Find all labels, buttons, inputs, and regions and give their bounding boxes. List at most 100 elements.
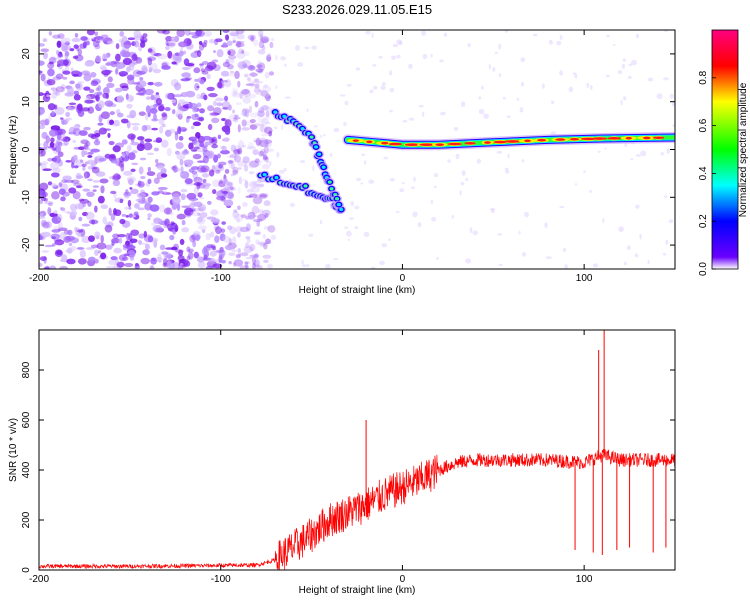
noise-blob [180, 188, 188, 193]
colorbar-tick-label: 0.2 [698, 214, 709, 228]
noise-blob [217, 81, 223, 89]
noise-blob [243, 51, 250, 57]
noise-blob [497, 233, 503, 236]
noise-blob [263, 139, 273, 144]
noise-blob [70, 179, 80, 184]
noise-blob [100, 185, 105, 194]
noise-blob [388, 238, 391, 242]
noise-blob [476, 158, 482, 164]
noise-blob [237, 186, 241, 194]
noise-blob [254, 83, 260, 89]
noise-blob [126, 103, 133, 109]
noise-blob [157, 186, 168, 191]
streak-core [327, 180, 332, 184]
noise-blob [439, 59, 444, 63]
noise-blob [249, 72, 258, 77]
noise-blob [112, 145, 121, 153]
noise-blob [127, 178, 134, 186]
noise-blob [461, 170, 466, 176]
noise-blob [60, 138, 68, 142]
noise-blob [240, 214, 247, 218]
noise-blob [211, 179, 221, 188]
noise-blob [354, 226, 359, 230]
noise-blob [227, 50, 231, 56]
streak-core [309, 135, 314, 139]
noise-blob [360, 182, 364, 185]
noise-blob [157, 190, 164, 194]
noise-blob [199, 196, 205, 200]
noise-blob [361, 153, 366, 156]
noise-blob [246, 188, 254, 193]
noise-blob [135, 262, 139, 267]
noise-blob [45, 265, 50, 269]
noise-blob [344, 100, 349, 106]
x-tick-label: 100 [576, 574, 593, 585]
noise-blob [55, 73, 64, 80]
noise-blob [396, 39, 402, 45]
noise-blob [436, 256, 439, 261]
noise-blob [147, 196, 153, 203]
noise-blob [146, 96, 151, 100]
noise-blob [264, 201, 270, 205]
noise-blob [80, 36, 88, 41]
noise-blob [114, 157, 123, 167]
noise-blob [74, 32, 79, 38]
noise-blob [188, 251, 194, 260]
noise-blob [59, 232, 67, 240]
noise-blob [257, 213, 267, 221]
noise-blob [478, 96, 482, 100]
noise-blob [72, 191, 81, 200]
noise-blob [369, 89, 374, 94]
noise-blob [181, 205, 191, 209]
noise-blob [212, 263, 223, 269]
noise-blob [469, 227, 473, 234]
noise-blob [100, 66, 107, 71]
noise-blob [440, 111, 446, 116]
noise-blob [559, 70, 564, 76]
y-tick-label: 20 [21, 48, 32, 60]
noise-blob [121, 139, 128, 145]
noise-blob [48, 31, 52, 36]
noise-blob [161, 139, 169, 148]
noise-blob [294, 45, 301, 51]
noise-blob [39, 182, 49, 191]
noise-blob [151, 127, 158, 131]
noise-blob [280, 56, 287, 61]
noise-blob [588, 190, 593, 193]
band-hotspot [652, 136, 665, 140]
noise-blob [235, 42, 245, 48]
noise-blob [203, 30, 212, 37]
noise-blob [348, 217, 355, 220]
noise-blob [104, 153, 111, 159]
noise-blob [107, 40, 114, 45]
colorbar: 0.0 0.2 0.4 0.6 0.8 Normalized spectral ampl… [698, 29, 749, 276]
noise-blob [306, 108, 309, 113]
noise-blob [255, 68, 264, 73]
noise-blob [234, 70, 240, 80]
noise-blob [522, 251, 527, 257]
noise-blob [259, 194, 268, 199]
noise-blob [196, 93, 202, 100]
noise-blob [275, 85, 278, 90]
noise-blob [339, 94, 346, 97]
noise-blob [261, 45, 266, 51]
noise-blob [174, 55, 183, 64]
noise-blob [256, 64, 263, 69]
noise-blob [48, 61, 54, 65]
noise-blob [159, 125, 164, 134]
noise-blob [247, 34, 256, 41]
noise-blob [192, 146, 200, 150]
noise-blob [177, 41, 188, 48]
spectrogram-xlabel: Height of straight line (km) [299, 285, 416, 296]
noise-blob [161, 113, 168, 121]
noise-blob [133, 35, 143, 41]
noise-blob [115, 174, 122, 180]
noise-blob [176, 202, 181, 212]
noise-blob [109, 111, 115, 116]
noise-blob [373, 85, 378, 90]
noise-blob [174, 132, 179, 141]
noise-blob [227, 58, 235, 64]
noise-blob [647, 259, 650, 265]
noise-blob [174, 224, 179, 233]
